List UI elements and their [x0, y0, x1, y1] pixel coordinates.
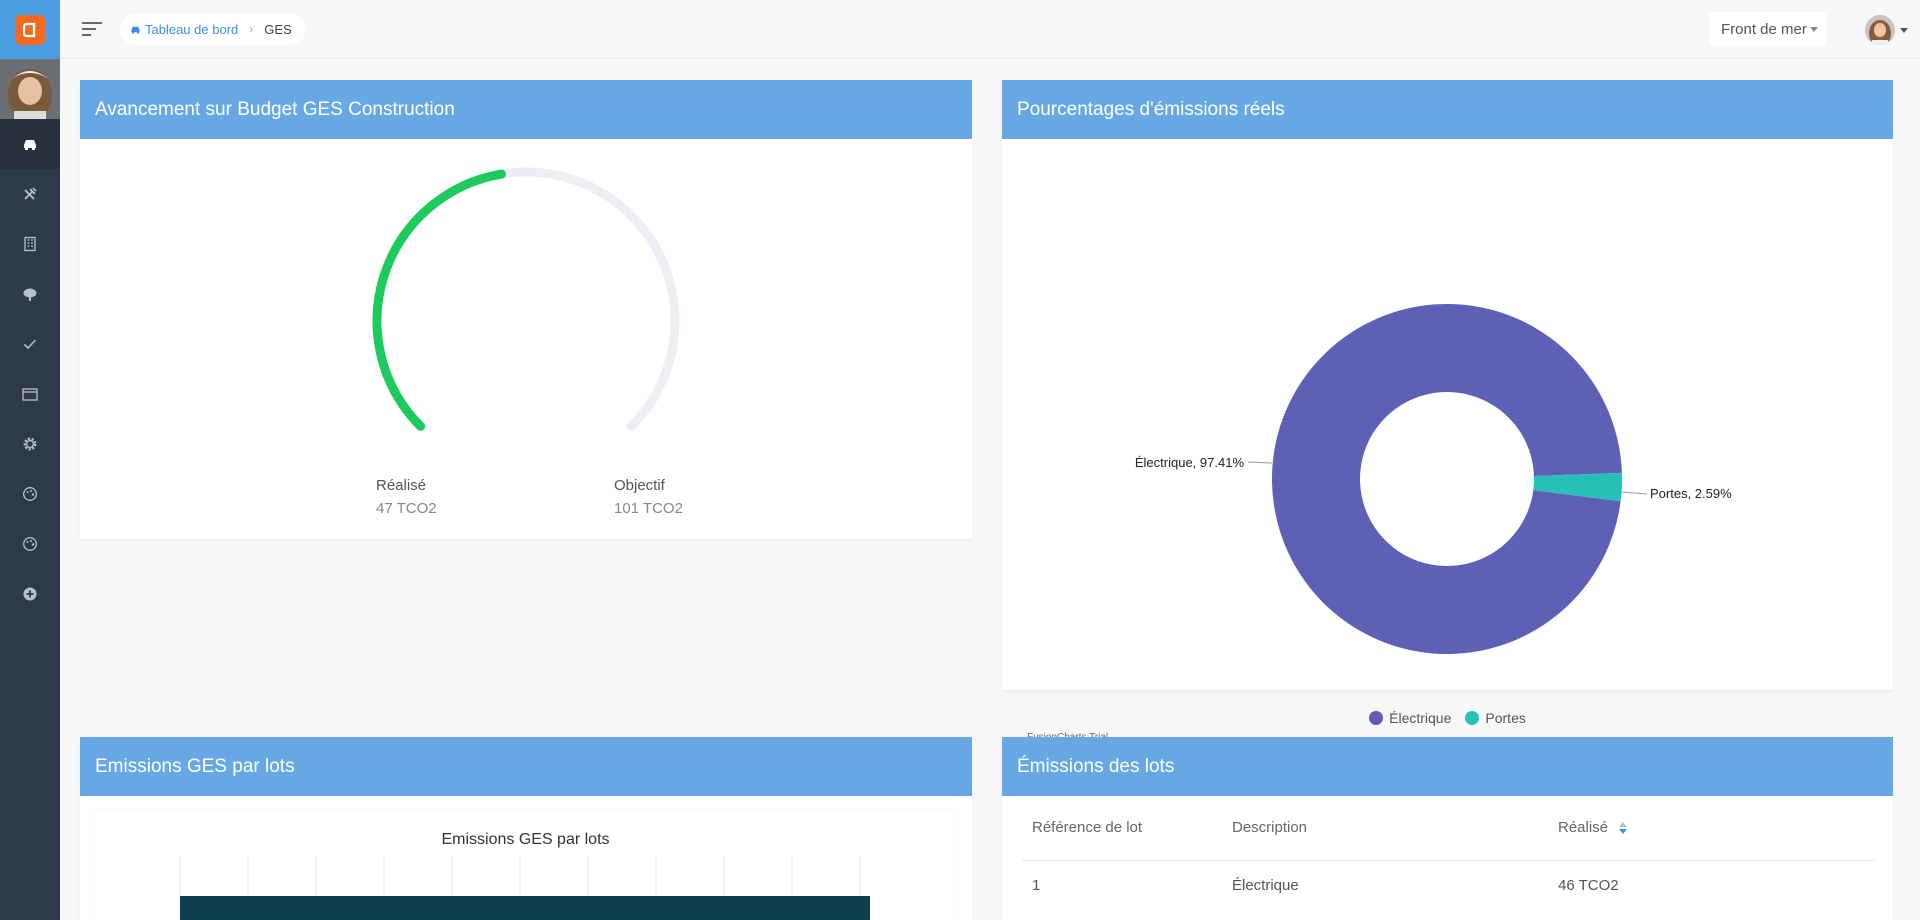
- slice-electrique[interactable]: [1272, 304, 1622, 655]
- data-label-portes: Portes, 2.59%: [1650, 486, 1732, 501]
- plus-circle-icon: [23, 587, 37, 601]
- tools-icon: [24, 187, 37, 200]
- realise-value: 47 TCO2: [376, 500, 437, 517]
- emissions-pct-title: Pourcentages d'émissions réels: [1002, 80, 1893, 139]
- emissions-pct-card: Pourcentages d'émissions réels Électriqu…: [1002, 80, 1893, 743]
- budget-card-title: Avancement sur Budget GES Construction: [80, 80, 972, 139]
- site-selector-value: Front de mer: [1721, 20, 1807, 38]
- gear-icon: [23, 437, 37, 451]
- check-icon: [23, 339, 37, 350]
- breadcrumb-home-label[interactable]: Tableau de bord: [145, 21, 239, 37]
- emissions-donut-chart[interactable]: Électrique, 97.41% Portes, 2.59%: [1002, 139, 1893, 690]
- chevron-right-icon: ›: [249, 22, 254, 36]
- window-icon: [22, 388, 38, 401]
- chevron-down-icon: [1810, 27, 1818, 32]
- app-logo[interactable]: [0, 0, 60, 59]
- gauge-fill: [372, 169, 507, 431]
- breadcrumb: Tableau de bord › GES: [120, 13, 306, 45]
- lots-chart-heading: Emissions GES par lots: [441, 831, 610, 848]
- column-header-realise[interactable]: Réalisé: [1548, 795, 1875, 861]
- legend-swatch: [1369, 711, 1384, 725]
- slice-portes[interactable]: [1533, 472, 1622, 502]
- dashboard-icon: [131, 26, 140, 34]
- leader-line: [1620, 491, 1648, 495]
- palette-icon: [23, 537, 37, 551]
- site-selector[interactable]: Front de mer: [1709, 12, 1826, 46]
- objectif-stat: Objectif 101 TCO2: [614, 477, 683, 517]
- sidebar-item-add[interactable]: [0, 569, 60, 619]
- lots-table-title: Émissions des lots: [1002, 737, 1893, 796]
- legend-item-portes[interactable]: Portes: [1465, 710, 1526, 726]
- chart-legend: Électrique Portes: [1002, 710, 1893, 726]
- budget-gauge: [372, 167, 680, 431]
- lots-bar-chart: [179, 856, 870, 920]
- dashboard-icon: [24, 140, 36, 150]
- palette-icon: [23, 487, 37, 501]
- sidebar-item-building[interactable]: [0, 219, 60, 269]
- realise-stat: Réalisé 47 TCO2: [376, 477, 437, 517]
- lots-chart-card: Emissions GES par lots Emissions GES par…: [80, 737, 972, 920]
- breadcrumb-home[interactable]: Tableau de bord: [130, 22, 238, 37]
- sidebar-item-window[interactable]: [0, 369, 60, 419]
- sidebar-item-check[interactable]: [0, 319, 60, 369]
- budget-card: Avancement sur Budget GES Construction R…: [80, 80, 972, 539]
- bar-electrique[interactable]: [180, 896, 870, 920]
- legend-swatch: [1465, 711, 1480, 725]
- sidebar-item-palette-2[interactable]: [0, 519, 60, 569]
- lots-chart-title: Emissions GES par lots: [80, 737, 972, 796]
- sidebar: [0, 0, 60, 920]
- column-header-reference[interactable]: Référence de lot: [1022, 795, 1222, 861]
- lots-table-card: Émissions des lots Référence de lot Desc…: [1002, 737, 1893, 920]
- top-bar: Tableau de bord › GES Front de mer: [60, 0, 1920, 59]
- table-header-row: Référence de lot Description Réalisé: [1022, 795, 1875, 861]
- lots-chart-area: Emissions GES par lots: [94, 810, 957, 920]
- sidebar-item-tools[interactable]: [0, 169, 60, 219]
- legend-label: Électrique: [1389, 710, 1452, 726]
- realise-label: Réalisé: [376, 477, 427, 494]
- legend-label: Portes: [1485, 710, 1526, 726]
- column-header-realise-label: Réalisé: [1558, 818, 1609, 836]
- sort-icon[interactable]: [1618, 821, 1628, 835]
- building-icon: [24, 236, 36, 252]
- data-label-electrique: Électrique, 97.41%: [1135, 455, 1245, 470]
- sidebar-item-dashboard[interactable]: [0, 119, 60, 169]
- column-header-description[interactable]: Description: [1222, 795, 1548, 861]
- cell-reference: 1: [1032, 876, 1041, 894]
- sidebar-item-palette-1[interactable]: [0, 469, 60, 519]
- tree-icon: [23, 288, 37, 301]
- objectif-value: 101 TCO2: [614, 500, 683, 517]
- objectif-label: Objectif: [614, 477, 665, 494]
- menu-toggle-icon[interactable]: [82, 21, 102, 37]
- sidebar-item-tree[interactable]: [0, 269, 60, 319]
- legend-item-electrique[interactable]: Électrique: [1369, 710, 1451, 726]
- user-avatar[interactable]: [1865, 15, 1895, 45]
- chevron-down-icon[interactable]: [1900, 28, 1908, 33]
- table-row[interactable]: 1 Électrique 46 TCO2: [1022, 860, 1875, 910]
- leader-line: [1247, 461, 1273, 464]
- lots-table: Référence de lot Description Réalisé 1 É…: [1022, 795, 1875, 910]
- logo-icon: [15, 14, 45, 45]
- cell-realise: 46 TCO2: [1558, 876, 1619, 894]
- sidebar-user-avatar[interactable]: [0, 59, 60, 119]
- sidebar-item-settings[interactable]: [0, 419, 60, 469]
- breadcrumb-current: GES: [264, 21, 292, 37]
- cell-description: Électrique: [1232, 876, 1299, 894]
